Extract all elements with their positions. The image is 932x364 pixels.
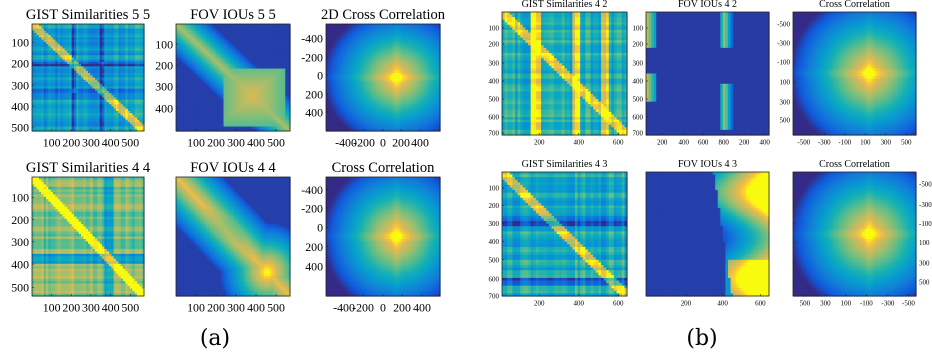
x-tick-label: 300: [82, 136, 100, 150]
x-tick-label: 500: [267, 136, 285, 150]
y-tick-label: 500: [11, 120, 29, 134]
x-tick-label: 400: [247, 136, 265, 150]
y-tick-label: 400: [155, 101, 173, 115]
x-tick-label: 400: [102, 136, 120, 150]
x-tick-label: 200: [62, 136, 80, 150]
y-tick-label: 300: [155, 79, 173, 93]
y-tick-label: 100: [11, 35, 29, 49]
x-tick-label: 200: [207, 136, 225, 150]
panel-title: GIST Similarities 5 5: [26, 7, 150, 23]
y-tick-label: 400: [11, 99, 29, 113]
y-tick-label: 300: [11, 78, 29, 92]
y-tick-label: 200: [11, 56, 29, 70]
x-tick-label: 500: [121, 136, 139, 150]
x-tick-label: 300: [227, 136, 245, 150]
heatmap-cells: [326, 24, 441, 132]
y-tick-label: 100: [155, 37, 173, 51]
x-tick-label: 100: [187, 136, 205, 150]
y-tick-label: 200: [155, 58, 173, 72]
heatmap-cells: [176, 24, 291, 132]
panel-title: FOV IOUs 5 5: [190, 7, 276, 23]
x-tick-label: 100: [43, 136, 61, 150]
heatmap-panel: 2D Cross Correlation-400-2000200400-400-…: [301, 7, 446, 150]
heatmap-cells: [32, 24, 145, 132]
